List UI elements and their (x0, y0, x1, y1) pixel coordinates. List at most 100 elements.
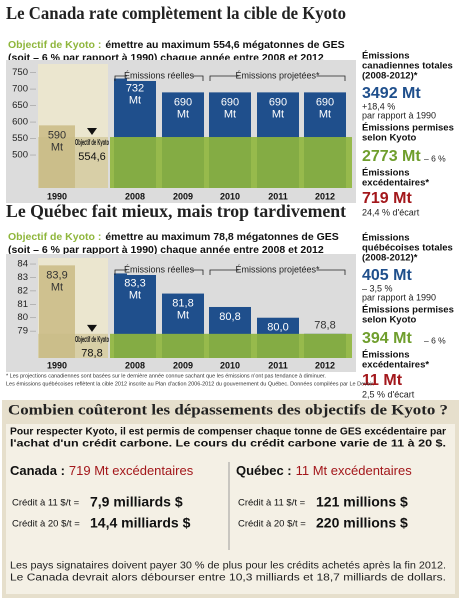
summary-label: canadiennes totales (362, 61, 453, 72)
target-marker (87, 324, 97, 332)
y-tick-label: 550 (12, 133, 28, 144)
chart-title: Le Canada rate complètement la cible de … (6, 3, 346, 23)
value-label: 590 Mt (48, 129, 66, 153)
y-tick-label: 83 (17, 272, 28, 283)
target-marker (87, 128, 97, 136)
costs-intro: l'achat d'un crédit carbone. Le cours du… (10, 439, 446, 450)
y-tick-label: 650 (12, 100, 28, 111)
summary-gap: 2,5 % d'écart (362, 389, 415, 399)
credit-value: 14,4 milliards $ (90, 515, 191, 531)
column-heading: Canada : 719 Mt excédentaires (10, 463, 194, 478)
value-label: 83,3 Mt (124, 277, 145, 301)
subtitle-box (4, 229, 350, 256)
annotation: Émissions réelles (124, 264, 195, 274)
credit-label: Crédit à 11 $/t = (12, 498, 80, 509)
column-name: Canada : (10, 463, 65, 478)
footnote: Les émissions québécoises reflètent la c… (6, 381, 375, 387)
bracket-gap (238, 265, 317, 275)
summary-total: 3492 Mt (362, 85, 421, 102)
x-tick-label: 1990 (47, 360, 67, 370)
summary-label: québécoises totales (362, 243, 453, 254)
summary-change: +18,4 % (362, 101, 395, 111)
summary-panel (356, 232, 459, 400)
y-tick-label: 700 (12, 84, 28, 95)
subtitle-lead: Objectif de Kyoto : (8, 231, 101, 243)
y-tick-label: 84 (17, 259, 28, 270)
value-label: 81,8 Mt (172, 297, 193, 321)
summary-label: Émissions permises (362, 123, 454, 134)
annotation: Émissions projetées* (235, 70, 320, 80)
summary-label: Émissions (362, 168, 410, 179)
summary-change-ref: par rapport à 1990 (362, 110, 436, 120)
target-value-label: 554,6 (78, 151, 106, 163)
subtitle-line: émettre au maximum 554,6 mégatonnes de G… (105, 39, 344, 51)
costs-footer: Le Canada devrait alors débourser entre … (10, 573, 446, 584)
credit-label: Crédit à 20 $/t = (238, 519, 306, 530)
annotation: Émissions réelles (124, 70, 195, 80)
costs-intro: Pour respecter Kyoto, il est permis de c… (10, 427, 446, 438)
x-tick-label: 2012 (315, 360, 335, 370)
y-tick-label: 750 (12, 67, 28, 78)
column-name: Québec : (236, 463, 292, 478)
target-label: Objectif de Kyoto (75, 138, 109, 147)
summary-panel (356, 50, 459, 212)
y-tick-label: 600 (12, 117, 28, 128)
summary-allowed-change: – 6 % (424, 335, 446, 345)
credit-value: 7,9 milliards $ (90, 494, 183, 510)
subtitle-line: émettre au maximum 78,8 mégatonnes de GE… (105, 231, 338, 243)
x-tick-label: 2012 (315, 191, 335, 201)
annotation: Émissions projetées* (235, 264, 320, 274)
value-label: 690 Mt (174, 96, 192, 120)
target-band (110, 137, 352, 188)
subtitle: Objectif de Kyoto : émettre au maximum 78… (8, 231, 339, 243)
summary-excess: 11 Mt (362, 372, 403, 389)
summary-label: excédentaires* (362, 178, 429, 189)
x-tick-label: 2008 (125, 191, 145, 201)
summary-label: excédentaires* (362, 360, 429, 371)
column-excess: 11 Mt excédentaires (296, 463, 413, 478)
summary-total: 405 Mt (362, 267, 412, 284)
target-value-label: 78,8 (81, 348, 102, 360)
costs-panel (6, 424, 455, 594)
value-label: 690 Mt (221, 96, 239, 120)
bracket-gap (238, 71, 317, 81)
target-band-1990 (38, 333, 108, 358)
summary-label: Émissions (362, 233, 410, 244)
summary-change-ref: par rapport à 1990 (362, 292, 436, 302)
summary-change: – 3,5 % (362, 283, 393, 293)
value-label: 690 Mt (316, 96, 334, 120)
value-label: 80,0 (267, 322, 288, 334)
value-label: 83,9 Mt (46, 269, 67, 293)
footnote: * Les projections canadiennes sont basée… (6, 373, 326, 379)
summary-allowed: 394 Mt (362, 330, 412, 347)
x-tick-label: 1990 (47, 191, 67, 201)
target-band-1990 (38, 137, 108, 188)
y-tick-label: 81 (17, 299, 28, 310)
x-tick-label: 2008 (125, 360, 145, 370)
value-label: 690 Mt (269, 96, 287, 120)
value-label: 732 Mt (126, 82, 144, 106)
costs-footer: Les pays signataires doivent payer 30 % … (10, 561, 446, 572)
summary-label: (2008-2012)* (362, 71, 418, 82)
x-tick-label: 2009 (173, 360, 193, 370)
x-tick-label: 2010 (220, 191, 240, 201)
credit-label: Crédit à 11 $/t = (238, 498, 306, 509)
y-tick-label: 79 (17, 326, 28, 337)
column-heading: Québec : 11 Mt excédentaires (236, 463, 412, 478)
x-tick-label: 2010 (220, 360, 240, 370)
value-label: 78,8 (314, 320, 335, 332)
x-tick-label: 2011 (268, 360, 288, 370)
credit-value: 220 millions $ (316, 515, 408, 531)
costs-title: Combien coûteront les dépassements des o… (8, 402, 448, 418)
summary-label: selon Kyoto (362, 315, 417, 326)
summary-allowed-change: – 6 % (424, 153, 446, 163)
subtitle: Objectif de Kyoto : émettre au maximum 55… (8, 39, 345, 51)
x-tick-label: 2011 (268, 191, 288, 201)
summary-label: Émissions (362, 51, 410, 62)
bracket-gap (127, 71, 191, 81)
credit-label: Crédit à 20 $/t = (12, 519, 80, 530)
summary-label: Émissions permises (362, 305, 454, 316)
subtitle-line: (soit – 6 % par rapport à 1990) chaque a… (8, 244, 324, 256)
